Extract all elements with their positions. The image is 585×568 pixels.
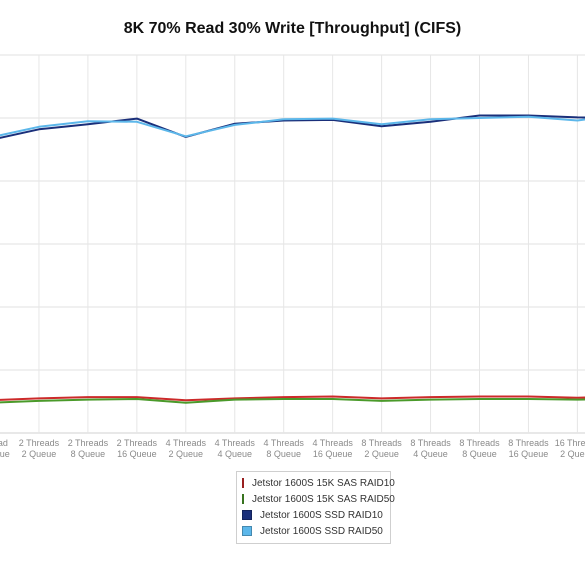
legend: Jetstor 1600S 15K SAS RAID10 Jetstor 1600… xyxy=(236,471,395,544)
series-line-4 xyxy=(0,115,585,138)
legend-item: Jetstor 1600S 15K SAS RAID50 xyxy=(242,491,395,507)
legend-item: Jetstor 1600S SSD RAID50 xyxy=(242,523,390,539)
chart-title: 8K 70% Read 30% Write [Throughput] (CIFS… xyxy=(123,20,462,37)
series-line-1 xyxy=(0,395,585,402)
legend-item: Jetstor 1600S SSD RAID10 xyxy=(242,507,390,523)
x-tick-label: 2 Threads 8 Queue xyxy=(68,438,109,459)
series-line-3 xyxy=(0,114,585,139)
legend-label: Jetstor 1600S SSD RAID50 xyxy=(260,525,383,537)
legend-item: Jetstor 1600S 15K SAS RAID10 xyxy=(242,475,395,491)
grid-lines xyxy=(0,54,585,434)
x-tick-label: 8 Threads 8 Queue xyxy=(459,438,500,459)
x-tick-label: 4 Threads 16 Queue xyxy=(312,438,353,459)
x-tick-label: 8 Threads 16 Queue xyxy=(508,438,549,459)
series-lines xyxy=(0,114,585,404)
x-tick-label: 8 Threads 2 Queue xyxy=(361,438,402,459)
legend-swatch xyxy=(242,478,244,488)
x-tick-label: 4 Threads 4 Queue xyxy=(215,438,256,459)
legend-swatch xyxy=(242,526,252,536)
legend-label: Jetstor 1600S SSD RAID10 xyxy=(260,509,383,521)
legend-swatch xyxy=(242,510,252,520)
x-tick-label: 4 Threads 2 Queue xyxy=(166,438,207,459)
x-tick-label: 4 Threads 8 Queue xyxy=(264,438,305,459)
legend-label: Jetstor 1600S 15K SAS RAID10 xyxy=(252,477,395,489)
x-tick-label: 2 Threads 16 Queue xyxy=(117,438,158,459)
legend-label: Jetstor 1600S 15K SAS RAID50 xyxy=(252,493,395,505)
x-tick-label: 2 Threads 2 Queue xyxy=(19,438,60,459)
series-line-2 xyxy=(0,398,585,404)
legend-swatch xyxy=(242,494,244,504)
x-tick-label: 8 Threads 4 Queue xyxy=(410,438,451,459)
x-tick-label: 1 Thread16 Queue xyxy=(0,438,10,459)
